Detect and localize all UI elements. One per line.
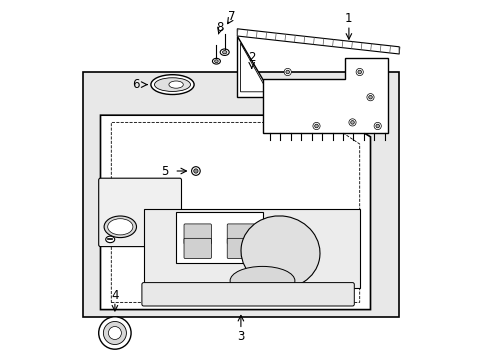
Ellipse shape: [105, 236, 115, 243]
Text: 6: 6: [132, 78, 139, 91]
Circle shape: [357, 70, 361, 74]
Circle shape: [348, 119, 355, 126]
Ellipse shape: [151, 75, 194, 94]
Circle shape: [191, 167, 200, 175]
Ellipse shape: [168, 81, 183, 88]
Polygon shape: [262, 58, 387, 133]
Circle shape: [99, 317, 131, 349]
FancyBboxPatch shape: [99, 178, 181, 247]
Circle shape: [355, 68, 363, 76]
Ellipse shape: [222, 51, 226, 54]
Text: 5: 5: [161, 165, 169, 177]
Circle shape: [285, 70, 289, 74]
Circle shape: [103, 321, 126, 345]
Circle shape: [368, 95, 371, 99]
Circle shape: [193, 169, 198, 173]
Ellipse shape: [107, 219, 133, 235]
Ellipse shape: [241, 216, 319, 288]
Circle shape: [108, 327, 121, 339]
Circle shape: [375, 124, 379, 128]
Ellipse shape: [104, 216, 136, 238]
Text: 3: 3: [237, 330, 244, 343]
FancyBboxPatch shape: [227, 238, 254, 258]
FancyBboxPatch shape: [82, 72, 399, 317]
Polygon shape: [176, 212, 262, 263]
Circle shape: [284, 68, 291, 76]
Polygon shape: [237, 36, 273, 97]
Ellipse shape: [230, 266, 294, 295]
Text: 4: 4: [111, 289, 119, 302]
FancyBboxPatch shape: [183, 238, 211, 258]
Polygon shape: [143, 209, 359, 288]
Circle shape: [366, 94, 373, 101]
Text: 7: 7: [228, 10, 235, 23]
Text: 2: 2: [247, 51, 255, 64]
Circle shape: [314, 124, 318, 128]
Circle shape: [312, 122, 320, 130]
FancyBboxPatch shape: [183, 224, 211, 244]
Ellipse shape: [154, 78, 190, 91]
Text: 8: 8: [216, 21, 223, 33]
Ellipse shape: [220, 49, 229, 55]
Circle shape: [350, 121, 354, 124]
Ellipse shape: [212, 58, 220, 64]
Text: 1: 1: [345, 12, 352, 24]
Circle shape: [373, 122, 381, 130]
Ellipse shape: [214, 60, 218, 63]
FancyBboxPatch shape: [142, 283, 354, 306]
FancyBboxPatch shape: [227, 224, 254, 244]
Polygon shape: [237, 29, 399, 54]
Polygon shape: [101, 115, 370, 310]
